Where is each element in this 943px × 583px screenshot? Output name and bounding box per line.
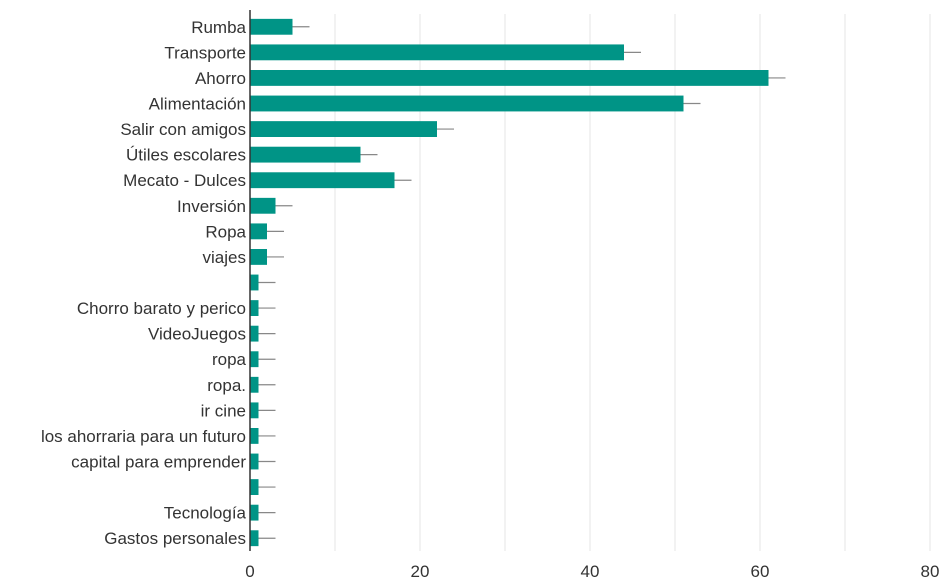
bar [250,479,259,495]
x-tick-label: 0 [245,562,254,581]
bar [250,376,259,393]
bars [250,18,769,547]
bar [250,300,259,316]
bar [250,146,361,163]
category-label: VideoJuegos [148,325,246,344]
error-bars [258,26,786,539]
x-tick-label: 20 [411,562,430,581]
bar [250,70,769,86]
category-label: Gastos personales [104,529,246,548]
bar [250,18,293,35]
grid-lines [249,14,931,551]
x-tick-label: 80 [921,562,940,581]
bar [250,121,437,137]
x-tick-labels: 0 20 40 60 80 [245,562,939,581]
category-label: ropa. [207,376,246,395]
bar [250,351,259,368]
category-label: Tecnología [164,504,247,523]
bar [250,249,267,265]
category-label: Salir con amigos [120,120,246,139]
category-label: ropa [212,350,247,369]
bar [250,44,624,61]
category-label: viajes [203,248,246,267]
category-label: los ahorraria para un futuro [41,427,246,446]
category-labels: Rumba Transporte Ahorro Alimentación Salir c… [41,18,247,548]
x-tick-label: 60 [751,562,770,581]
category-label: Útiles escolares [126,146,246,165]
category-label: Inversión [177,197,246,216]
bar [250,172,395,189]
bar [250,95,684,112]
category-label: Transporte [164,43,246,62]
category-label: Alimentación [149,95,246,114]
bar [250,428,259,444]
bar [250,197,276,214]
bar [250,504,259,521]
bar [250,223,267,240]
category-label: Ahorro [195,69,246,88]
category-label: Rumba [191,18,246,37]
category-label: Ropa [205,222,246,241]
bar [250,274,259,291]
bar [250,453,259,470]
bar [250,530,259,547]
category-label: ir cine [201,401,246,420]
category-label: Chorro barato y perico [77,299,246,318]
x-tick-label: 40 [581,562,600,581]
bar [250,402,259,419]
category-label: Mecato - Dulces [123,171,246,190]
category-label: capital para emprender [71,453,246,472]
bar [250,325,259,342]
